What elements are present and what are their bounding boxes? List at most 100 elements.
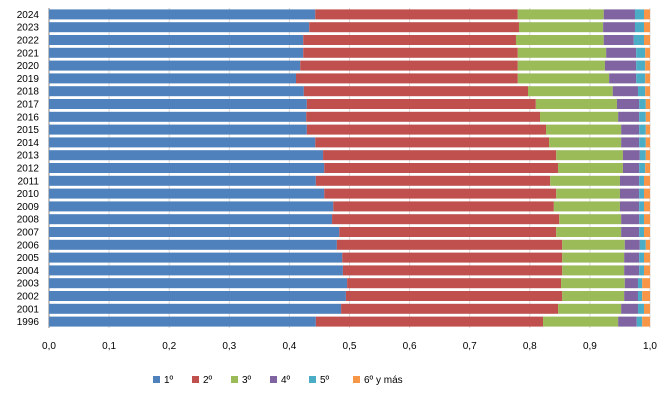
x-tick-label: 0,6 [403, 341, 417, 352]
bar-segment [639, 239, 646, 250]
bar-segment [645, 99, 650, 109]
bar-segment [621, 137, 640, 148]
y-tick-label: 2011 [17, 176, 39, 187]
y-tick-label: 2021 [17, 48, 40, 59]
bar-segment [618, 316, 637, 327]
y-tick-label: 2017 [17, 100, 40, 111]
bar-segment [619, 188, 640, 199]
y-tick-label: 2009 [17, 202, 40, 213]
bar-segment [517, 60, 605, 71]
bar-segment [637, 303, 644, 314]
bar-segment [549, 137, 622, 148]
bar-segment [562, 265, 625, 276]
bar-segment [543, 316, 619, 327]
bar-segment [636, 47, 646, 58]
bar-segment [643, 188, 650, 199]
y-tick-label: 2013 [17, 151, 40, 162]
bar-segment [49, 86, 304, 97]
legend-swatch [270, 376, 277, 383]
bar-segment [342, 265, 563, 276]
bar-segment [517, 47, 607, 58]
x-tick-label: 0,3 [222, 341, 236, 352]
bar-segment [49, 99, 307, 109]
bar-segment [637, 291, 643, 301]
bar-segment [618, 111, 640, 122]
bar-segment [634, 9, 644, 20]
bar-segment [645, 111, 650, 122]
bar-segment [643, 175, 650, 186]
x-axis-labels: 0,0 0,1 0,2 0,3 0,4 0,5 0,6 0,7 0,8 0,9 1,0 [42, 341, 657, 352]
bar-segment [624, 265, 640, 276]
x-tick-label: 0,1 [102, 341, 116, 352]
bar-segment [637, 86, 646, 97]
x-tick-label: 0,2 [162, 341, 176, 352]
bar-segment [642, 278, 650, 289]
legend-label: 5º [320, 375, 330, 386]
legend-item: 1º [153, 375, 174, 386]
legend-item: 3º [231, 375, 252, 386]
bar-segment [49, 137, 316, 148]
bar-segment [556, 227, 622, 237]
bar-segment [639, 163, 646, 173]
bar-segment [639, 99, 646, 109]
legend-swatch [153, 376, 160, 383]
bar-segment [49, 124, 307, 135]
y-tick-label: 2016 [17, 112, 40, 123]
y-tick-label: 2023 [17, 23, 40, 34]
bar-segment [49, 9, 316, 20]
bar-segment [561, 278, 625, 289]
x-tick-label: 0,4 [282, 341, 296, 352]
bar-segment [540, 111, 619, 122]
bar-segment [639, 252, 644, 263]
bar-segment [315, 175, 551, 186]
bar-segment [315, 316, 544, 327]
bar-segment [336, 239, 563, 250]
bar-segment [49, 47, 304, 58]
bar-segment [49, 175, 316, 186]
bar-segment [643, 227, 650, 237]
y-tick-label: 2006 [17, 240, 40, 251]
x-tick-label: 1,0 [643, 341, 657, 352]
legend-label: 3º [242, 375, 252, 386]
bar-segment [619, 201, 640, 212]
bar-segment [49, 291, 346, 301]
bar-segment [49, 201, 334, 212]
y-tick-label: 2003 [17, 279, 40, 290]
bar-segment [621, 303, 638, 314]
bar-segment [624, 239, 640, 250]
bar-segment [603, 35, 634, 45]
y-tick-label: 2019 [17, 74, 40, 85]
bar-segment [49, 111, 307, 122]
bar-segment [527, 86, 613, 97]
bar-segment [518, 22, 604, 33]
bar-segment [612, 86, 638, 97]
bar-segment [603, 9, 635, 20]
bar-segment [562, 291, 625, 301]
bar-segment [621, 227, 640, 237]
bar-segment [341, 303, 559, 314]
bar-segment [49, 150, 324, 161]
y-tick-label: 2024 [17, 10, 40, 21]
bar-segment [306, 111, 541, 122]
bar-segment [643, 214, 650, 225]
bar-segment [306, 99, 536, 109]
y-tick-label: 2007 [17, 228, 40, 239]
bar-segment [303, 86, 528, 97]
bar-segment [621, 124, 640, 135]
bar-segment [303, 47, 518, 58]
bars [49, 9, 650, 327]
bar-segment [49, 303, 342, 314]
x-tick-label: 0,7 [463, 341, 477, 352]
y-tick-label: 1996 [17, 317, 40, 328]
bar-segment [323, 150, 557, 161]
bar-segment [645, 86, 650, 97]
bar-segment [300, 60, 518, 71]
bar-segment [606, 47, 637, 58]
bar-segment [309, 22, 519, 33]
bar-segment [633, 35, 644, 45]
bar-segment [315, 137, 550, 148]
y-tick-label: 2002 [17, 292, 40, 303]
bar-segment [324, 163, 559, 173]
bar-segment [636, 316, 643, 327]
bar-segment [604, 60, 637, 71]
